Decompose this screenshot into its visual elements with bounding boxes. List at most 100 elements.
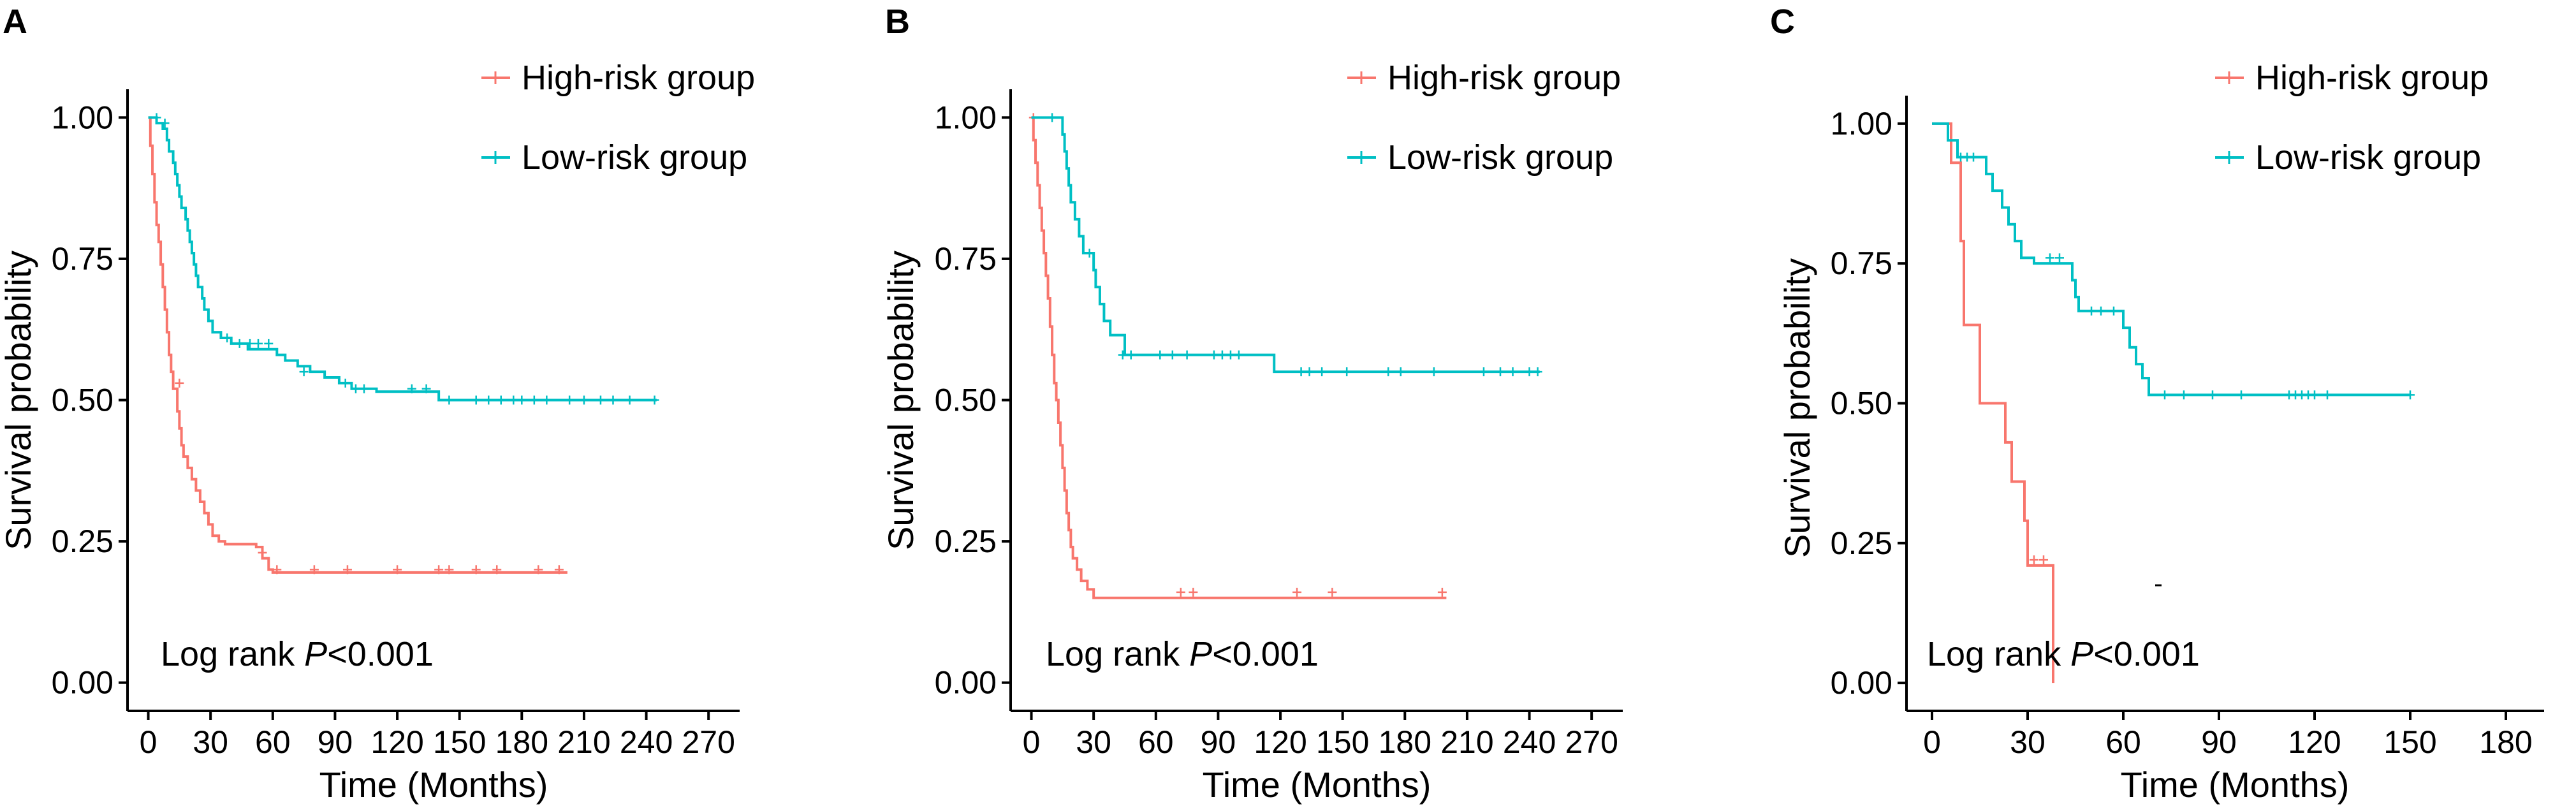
panel-b-x-ticks: 0 30 60 90 120 150 180 210 240 270 bbox=[1023, 711, 1618, 760]
panel-b-x-tick-label: 180 bbox=[1379, 724, 1431, 760]
panel-c-y-axis-title: Survival probability bbox=[1777, 258, 1817, 558]
panel-a-y-tick-label: 1.00 bbox=[52, 99, 113, 135]
panel-a-low-censor-mark bbox=[340, 378, 350, 388]
panel-a-low-censor-mark bbox=[421, 384, 431, 393]
panel-b-x-tick-label: 30 bbox=[1076, 724, 1111, 760]
panel-a-high-censor-mark bbox=[175, 378, 184, 388]
panel-b-log-rank-prefix: Log rank bbox=[1046, 635, 1189, 673]
panel-a-x-tick-label: 0 bbox=[140, 724, 157, 760]
panel-b-y-tick-label: 1.00 bbox=[935, 99, 997, 135]
panel-c-low-censor-mark bbox=[2055, 253, 2064, 263]
panel-a-low-censor-mark bbox=[579, 395, 589, 405]
panel-a-high-censor-mark bbox=[258, 548, 267, 557]
panel-a-legend-low-label: Low-risk group bbox=[522, 138, 747, 177]
panel-c-low-censor-mark bbox=[2208, 390, 2217, 400]
panel-a-legend-key-low bbox=[481, 151, 510, 164]
panel-a-y-tick-label: 0.75 bbox=[52, 241, 113, 277]
panel-b-x-tick-label: 0 bbox=[1023, 724, 1041, 760]
panel-b-x-tick-label: 210 bbox=[1440, 724, 1493, 760]
panel-a-high-censor-mark bbox=[444, 565, 454, 574]
panel-a: A 0.000.250.500.751.00 0 30 60 90 120 150 180 2… bbox=[0, 3, 755, 805]
panel-c-low-risk-curve bbox=[1932, 122, 2410, 397]
panel-c-high-censor-mark bbox=[2039, 555, 2048, 565]
panel-b-low-risk-curve bbox=[1031, 116, 1540, 374]
panel-a-low-censor-mark bbox=[625, 395, 634, 405]
panel-b-low-censor-mark bbox=[1126, 350, 1136, 360]
panel-c-y-tick-label: 0.25 bbox=[1831, 525, 1892, 561]
panel-c-low-censor-mark bbox=[2179, 390, 2188, 400]
panel-b-log-rank-p: P bbox=[1189, 635, 1212, 673]
panel-b-low-censor-mark bbox=[1533, 367, 1542, 377]
panel-c-legend-low-label: Low-risk group bbox=[2255, 138, 2481, 177]
panel-b-high-censor-mark bbox=[1437, 587, 1447, 597]
panel-a-low-censor-mark bbox=[264, 339, 274, 348]
panel-a-x-tick-label: 120 bbox=[370, 724, 423, 760]
panel-a-log-rank-value: <0.001 bbox=[327, 635, 434, 673]
panel-c-y-tick-label: 0.50 bbox=[1831, 386, 1892, 421]
panel-a-high-censor-mark bbox=[434, 565, 444, 574]
panel-c-x-ticks: 0 30 60 90 120 150 180 bbox=[1923, 711, 2533, 760]
panel-a-log-rank-prefix: Log rank bbox=[161, 635, 304, 673]
panel-b-x-tick-label: 120 bbox=[1254, 724, 1306, 760]
panel-b-y-tick-label: 0.00 bbox=[935, 665, 997, 701]
panel-a-series bbox=[148, 113, 659, 574]
panel-a-y-axis-title: Survival probability bbox=[0, 251, 38, 550]
panel-b-low-censor-mark bbox=[1182, 350, 1192, 360]
panel-c-log-rank-prefix: Log rank bbox=[1927, 635, 2070, 673]
panel-a-high-censor-mark bbox=[309, 565, 319, 574]
panel-b-legend-low-label: Low-risk group bbox=[1387, 138, 1613, 177]
panel-a-low-censor-mark bbox=[235, 339, 244, 348]
panel-b-y-tick-label: 0.75 bbox=[935, 241, 997, 277]
panel-b-low-censor-mark bbox=[1226, 350, 1235, 360]
panel-a-high-censor-mark bbox=[534, 565, 543, 574]
panel-a-legend: High-risk group Low-risk group bbox=[481, 59, 755, 177]
panel-a-high-censor-mark bbox=[393, 565, 402, 574]
panel-a-low-censor-mark bbox=[223, 333, 232, 342]
panel-a-low-censor-mark bbox=[444, 395, 454, 405]
panel-c-y-tick-label: 0.00 bbox=[1831, 665, 1892, 701]
panel-a-low-censor-mark bbox=[359, 384, 369, 393]
panel-a-log-rank-annotation: Log rank P<0.001 bbox=[161, 635, 434, 673]
panel-b-legend-key-high bbox=[1347, 71, 1376, 84]
panel-a-low-censor-mark bbox=[351, 384, 360, 393]
panel-b-x-axis-title: Time (Months) bbox=[1203, 764, 1431, 805]
panel-c-low-censor-mark bbox=[2045, 253, 2054, 263]
panel-b-high-censor-mark bbox=[1328, 587, 1337, 597]
panel-c-log-rank-p: P bbox=[2070, 635, 2093, 673]
panel-c-low-censor-mark bbox=[2160, 390, 2169, 400]
panel-a-low-censor-mark bbox=[471, 395, 481, 405]
panel-c-low-censor-mark bbox=[2087, 306, 2096, 316]
panel-c-low-censor-mark bbox=[1969, 152, 1978, 162]
panel-a-high-censor-mark bbox=[342, 565, 352, 574]
panel-b-low-censor-mark bbox=[1118, 350, 1127, 360]
panel-c-x-axis-title: Time (Months) bbox=[2121, 764, 2350, 805]
panel-b-low-censor-mark bbox=[1085, 249, 1094, 258]
panel-a-x-tick-label: 210 bbox=[557, 724, 610, 760]
panel-b-low-censor-mark bbox=[1305, 367, 1314, 377]
panel-a-x-tick-label: 30 bbox=[193, 724, 228, 760]
panel-a-high-risk-curve bbox=[148, 116, 567, 574]
panel-c-x-tick-label: 60 bbox=[2105, 724, 2141, 760]
panel-a-low-censor-mark bbox=[254, 339, 263, 348]
panel-b-low-censor-mark bbox=[1342, 367, 1352, 377]
panel-c-x-tick-label: 150 bbox=[2383, 724, 2436, 760]
panel-a-low-censor-mark bbox=[650, 395, 659, 405]
panel-c-log-rank-annotation: Log rank P<0.001 bbox=[1927, 635, 2200, 673]
panel-b-low-censor-mark bbox=[1155, 350, 1165, 360]
panel-a-log-rank-p: P bbox=[304, 635, 327, 673]
panel-c-label: C bbox=[1770, 3, 1795, 41]
panel-a-x-tick-label: 90 bbox=[318, 724, 353, 760]
panel-a-x-ticks: 0 30 60 90 120 150 180 210 240 270 bbox=[140, 711, 735, 760]
panel-a-y-tick-label: 0.00 bbox=[52, 665, 113, 701]
panel-b-y-ticks: 0.00 0.25 0.50 0.75 1.00 bbox=[935, 99, 1011, 701]
panel-c-legend-high-label: High-risk group bbox=[2255, 59, 2489, 97]
panel-b-low-censor-mark bbox=[1429, 367, 1438, 377]
panel-b-legend-high-label: High-risk group bbox=[1387, 59, 1621, 97]
panel-a-high-censor-mark bbox=[471, 565, 481, 574]
panel-b-series bbox=[1028, 113, 1542, 599]
panel-c-log-rank-value: <0.001 bbox=[2093, 635, 2200, 673]
panel-c-low-censor-mark bbox=[2237, 390, 2246, 400]
panel-b-low-censor-mark bbox=[1317, 367, 1327, 377]
panel-a-low-risk-curve bbox=[148, 116, 657, 402]
panel-a-high-censor-mark bbox=[554, 565, 564, 574]
